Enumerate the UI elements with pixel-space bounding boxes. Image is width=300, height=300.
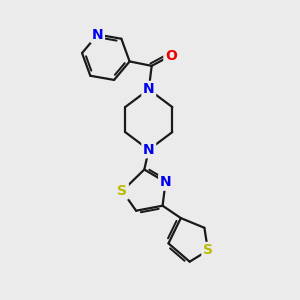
Text: N: N [143, 143, 154, 157]
Text: S: S [117, 184, 127, 198]
Text: S: S [203, 244, 213, 257]
Text: N: N [160, 175, 171, 189]
Text: N: N [143, 82, 154, 96]
Text: O: O [165, 49, 177, 63]
Text: N: N [92, 28, 103, 42]
